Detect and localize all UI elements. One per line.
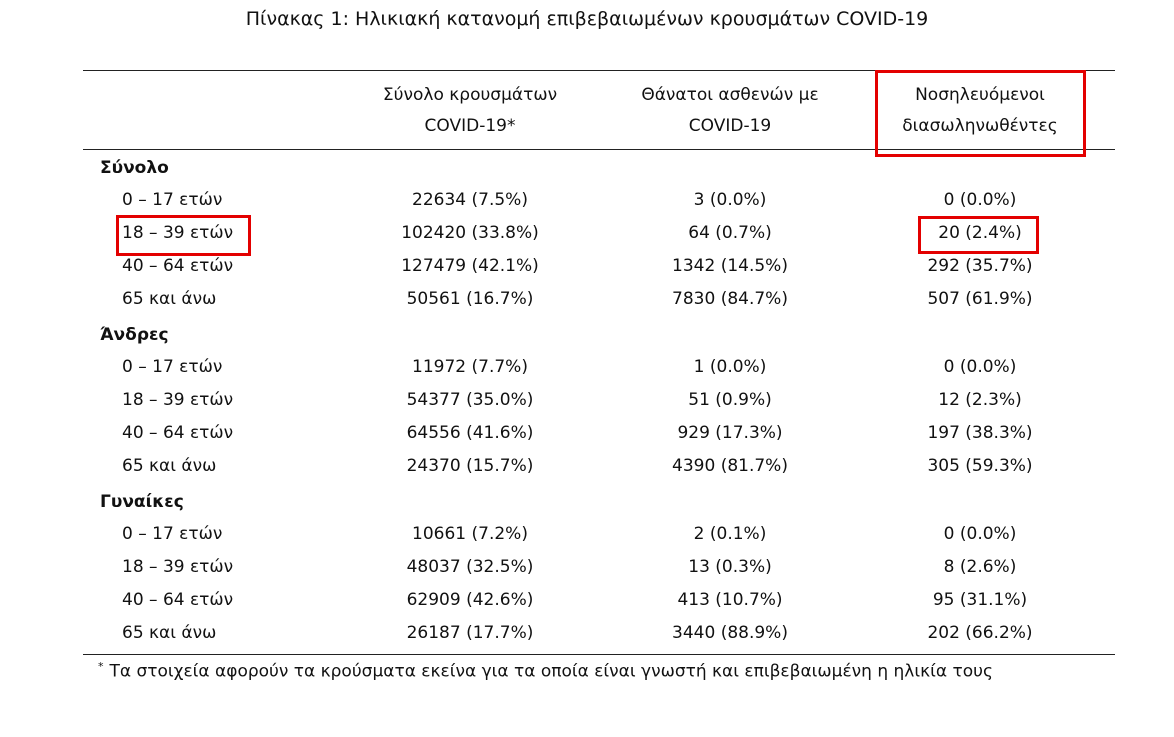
deaths-cell: 64 (0.7%) (688, 223, 772, 243)
age-group-label: 0 – 17 ετών (122, 357, 223, 377)
intubated-cell: 95 (31.1%) (932, 590, 1028, 610)
deaths-cell: 51 (0.9%) (688, 390, 772, 410)
intubated-cell: 8 (2.6%) (943, 557, 1017, 577)
header-cases: Σύνολο κρουσμάτων COVID-19* (340, 80, 600, 142)
intubated-cell: 20 (2.4%) (938, 223, 1022, 243)
top-rule (83, 70, 1115, 71)
cases-cell: 50561 (16.7%) (406, 289, 534, 309)
highlight-box-header (875, 70, 1086, 157)
deaths-cell: 2 (0.1%) (693, 524, 767, 544)
deaths-cell: 3 (0.0%) (693, 190, 767, 210)
intubated-cell: 305 (59.3%) (927, 456, 1033, 476)
cases-cell: 54377 (35.0%) (406, 390, 534, 410)
deaths-cell: 1 (0.0%) (693, 357, 767, 377)
intubated-cell: 12 (2.3%) (938, 390, 1022, 410)
highlight-box-age (116, 215, 251, 256)
section-heading: Σύνολο (100, 158, 169, 178)
bottom-rule (83, 654, 1115, 655)
footnote-text: Τα στοιχεία αφορούν τα κρούσματα εκείνα … (109, 661, 993, 682)
age-group-label: 65 και άνω (122, 623, 217, 643)
age-group-label: 18 – 39 ετών (122, 557, 234, 577)
intubated-cell: 0 (0.0%) (943, 357, 1017, 377)
intubated-cell: 202 (66.2%) (927, 623, 1033, 643)
cases-cell: 24370 (15.7%) (406, 456, 534, 476)
age-group-label: 65 και άνω (122, 456, 217, 476)
header-intubated: Νοσηλευόμενοι διασωληνωθέντες (850, 80, 1110, 142)
age-group-label: 0 – 17 ετών (122, 190, 223, 210)
header-line: διασωληνωθέντες (902, 116, 1058, 136)
intubated-cell: 0 (0.0%) (943, 524, 1017, 544)
cases-cell: 127479 (42.1%) (401, 256, 539, 276)
header-deaths: Θάνατοι ασθενών με COVID-19 (600, 80, 860, 142)
cases-cell: 62909 (42.6%) (406, 590, 534, 610)
table-title: Πίνακας 1: Ηλικιακή κατανομή επιβεβαιωμέ… (245, 8, 929, 30)
cases-cell: 26187 (17.7%) (406, 623, 534, 643)
age-group-label: 65 και άνω (122, 289, 217, 309)
highlight-box-cell (918, 216, 1039, 254)
section-heading: Άνδρες (100, 325, 169, 345)
header-line: COVID-19* (424, 116, 516, 136)
age-group-label: 18 – 39 ετών (122, 223, 234, 243)
intubated-cell: 197 (38.3%) (927, 423, 1033, 443)
deaths-cell: 4390 (81.7%) (672, 456, 788, 476)
section-heading: Γυναίκες (100, 492, 184, 512)
cases-cell: 102420 (33.8%) (401, 223, 539, 243)
deaths-cell: 929 (17.3%) (677, 423, 783, 443)
deaths-cell: 413 (10.7%) (677, 590, 783, 610)
footnote: * Τα στοιχεία αφορούν τα κρούσματα εκείνα… (98, 660, 993, 682)
intubated-cell: 507 (61.9%) (927, 289, 1033, 309)
header-line: Σύνολο κρουσμάτων (382, 85, 558, 105)
intubated-cell: 0 (0.0%) (943, 190, 1017, 210)
cases-cell: 22634 (7.5%) (412, 190, 528, 210)
deaths-cell: 7830 (84.7%) (672, 289, 788, 309)
age-group-label: 0 – 17 ετών (122, 524, 223, 544)
header-line: COVID-19 (688, 116, 772, 136)
header-rule (83, 149, 1115, 150)
age-group-label: 40 – 64 ετών (122, 423, 234, 443)
cases-cell: 10661 (7.2%) (412, 524, 528, 544)
age-group-label: 40 – 64 ετών (122, 256, 234, 276)
deaths-cell: 13 (0.3%) (688, 557, 772, 577)
cases-cell: 64556 (41.6%) (406, 423, 534, 443)
footnote-mark: * (98, 660, 104, 673)
cases-cell: 48037 (32.5%) (406, 557, 534, 577)
intubated-cell: 292 (35.7%) (927, 256, 1033, 276)
header-line: Θάνατοι ασθενών με (641, 85, 819, 105)
deaths-cell: 1342 (14.5%) (672, 256, 788, 276)
age-group-label: 40 – 64 ετών (122, 590, 234, 610)
header-line: Νοσηλευόμενοι (915, 85, 1045, 105)
age-group-label: 18 – 39 ετών (122, 390, 234, 410)
deaths-cell: 3440 (88.9%) (672, 623, 788, 643)
cases-cell: 11972 (7.7%) (412, 357, 528, 377)
